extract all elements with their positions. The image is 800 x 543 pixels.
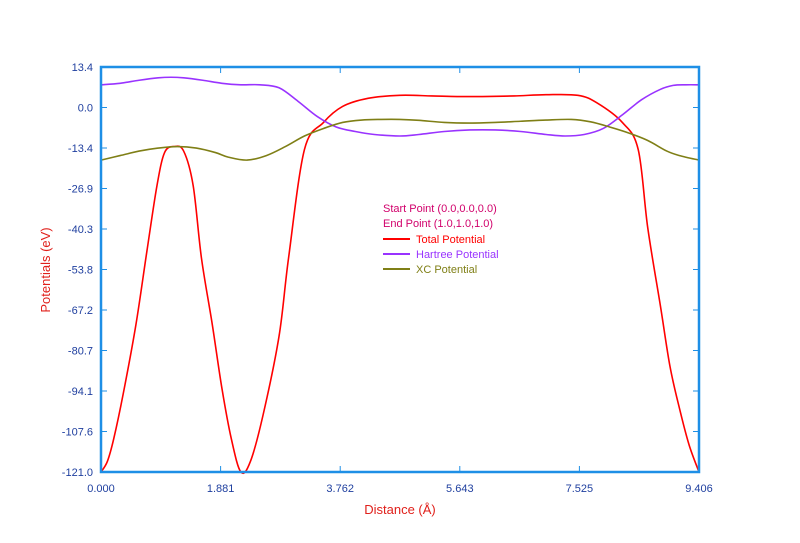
y-tick-label: -80.7 bbox=[68, 346, 93, 358]
x-axis-title: Distance (Å) bbox=[364, 502, 436, 517]
y-tick-label: -121.0 bbox=[62, 467, 93, 479]
annotation-end-point: End Point (1.0,1.0,1.0) bbox=[383, 218, 493, 230]
y-tick-label: -53.8 bbox=[68, 265, 93, 277]
legend-label-total: Total Potential bbox=[416, 234, 485, 246]
annotation-start-point: Start Point (0.0,0.0,0.0) bbox=[383, 203, 497, 215]
x-tick-label: 0.000 bbox=[87, 483, 115, 495]
series-line-total-potential bbox=[100, 93, 700, 475]
y-tick-label: -67.2 bbox=[68, 305, 93, 317]
y-axis-title: Potentials (eV) bbox=[38, 227, 53, 312]
legend: Start Point (0.0,0.0,0.0) End Point (1.0… bbox=[383, 203, 499, 276]
plot-series-lines bbox=[100, 76, 700, 475]
y-tick-label: 13.4 bbox=[72, 62, 93, 74]
x-tick-label: 7.525 bbox=[566, 483, 594, 495]
y-tick-label: -40.3 bbox=[68, 224, 93, 236]
y-tick-label: -13.4 bbox=[68, 143, 93, 155]
plot-frame bbox=[99, 65, 701, 474]
y-tick-label: 0.0 bbox=[78, 103, 93, 115]
y-tick-label: -94.1 bbox=[68, 386, 93, 398]
legend-label-hartree: Hartree Potential bbox=[416, 249, 499, 261]
y-tick-labels: 13.4 0.0 -13.4 -26.9 -40.3 -53.8 -67.2 -80.7 -94… bbox=[62, 62, 93, 479]
series-line-hartree-potential bbox=[100, 76, 700, 137]
y-tick-label: -26.9 bbox=[68, 184, 93, 196]
x-tick-label: 5.643 bbox=[446, 483, 474, 495]
x-tick-label: 9.406 bbox=[685, 483, 713, 495]
y-tick-label: -107.6 bbox=[62, 427, 93, 439]
x-tick-label: 1.881 bbox=[207, 483, 235, 495]
series-line-xc-potential bbox=[100, 118, 700, 161]
x-tick-label: 3.762 bbox=[326, 483, 354, 495]
x-tick-labels: 0.000 1.881 3.762 5.643 7.525 9.406 bbox=[87, 483, 713, 495]
legend-label-xc: XC Potential bbox=[416, 264, 477, 276]
